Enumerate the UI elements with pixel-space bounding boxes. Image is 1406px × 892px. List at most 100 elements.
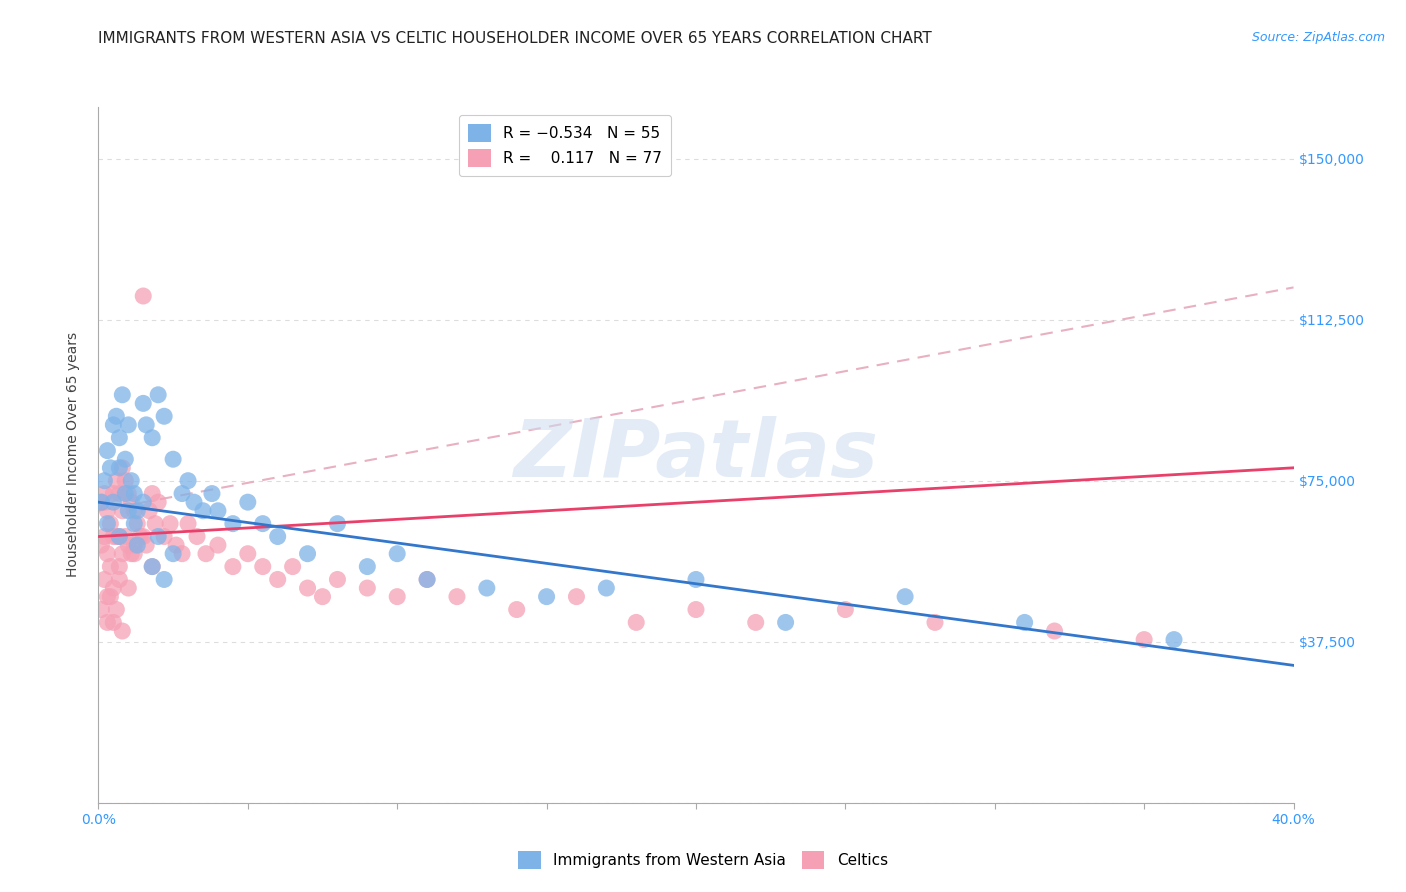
Point	[114, 452, 136, 467]
Point	[98, 460, 122, 475]
Point	[536, 590, 558, 604]
Point	[90, 495, 112, 509]
Point	[114, 486, 136, 500]
Point	[416, 573, 439, 587]
Point	[103, 486, 125, 500]
Point	[281, 559, 304, 574]
Point	[108, 529, 131, 543]
Point	[685, 602, 707, 616]
Point	[685, 573, 707, 587]
Point	[267, 529, 290, 543]
Point	[141, 559, 163, 574]
Point	[148, 388, 170, 402]
Point	[96, 590, 118, 604]
Point	[177, 516, 200, 531]
Point	[132, 396, 155, 410]
Point	[132, 289, 155, 303]
Point	[132, 529, 155, 543]
Point	[127, 516, 149, 531]
Point	[108, 486, 131, 500]
Point	[143, 516, 166, 531]
Point	[117, 581, 139, 595]
Point	[111, 460, 134, 475]
Point	[111, 504, 134, 518]
Text: Source: ZipAtlas.com: Source: ZipAtlas.com	[1251, 31, 1385, 45]
Point	[1014, 615, 1036, 630]
Point	[475, 160, 498, 174]
Point	[311, 590, 333, 604]
Point	[207, 538, 229, 552]
Point	[385, 547, 409, 561]
Point	[201, 486, 224, 500]
Point	[894, 590, 917, 604]
Point	[1043, 624, 1066, 638]
Point	[111, 624, 134, 638]
Point	[326, 516, 349, 531]
Point	[111, 388, 134, 402]
Point	[124, 547, 146, 561]
Point	[326, 573, 349, 587]
Point	[356, 559, 378, 574]
Point	[120, 547, 142, 561]
Text: ZIPatlas: ZIPatlas	[513, 416, 879, 494]
Point	[127, 538, 149, 552]
Point	[177, 474, 200, 488]
Point	[103, 417, 125, 432]
Point	[117, 538, 139, 552]
Point	[162, 452, 184, 467]
Point	[105, 529, 128, 543]
Point	[138, 504, 160, 518]
Point	[385, 590, 409, 604]
Point	[416, 573, 439, 587]
Point	[114, 529, 136, 543]
Point	[626, 615, 648, 630]
Point	[924, 615, 946, 630]
Point	[162, 547, 184, 561]
Point	[103, 615, 125, 630]
Point	[172, 547, 194, 561]
Point	[595, 581, 617, 595]
Point	[195, 547, 218, 561]
Point	[98, 516, 122, 531]
Point	[108, 431, 131, 445]
Point	[90, 538, 112, 552]
Point	[96, 516, 118, 531]
Point	[127, 504, 149, 518]
Point	[93, 486, 115, 500]
Point	[148, 529, 170, 543]
Point	[191, 504, 214, 518]
Y-axis label: Householder Income Over 65 years: Householder Income Over 65 years	[66, 333, 80, 577]
Point	[120, 495, 142, 509]
Point	[96, 615, 118, 630]
Point	[153, 409, 176, 424]
Point	[356, 581, 378, 595]
Point	[186, 529, 208, 543]
Point	[1133, 632, 1156, 647]
Point	[236, 495, 259, 509]
Point	[114, 474, 136, 488]
Point	[93, 573, 115, 587]
Point	[117, 417, 139, 432]
Point	[141, 559, 163, 574]
Point	[159, 516, 181, 531]
Point	[129, 529, 152, 543]
Point	[108, 559, 131, 574]
Point	[267, 573, 290, 587]
Point	[565, 590, 588, 604]
Point	[103, 581, 125, 595]
Point	[252, 559, 274, 574]
Point	[172, 486, 194, 500]
Point	[745, 615, 768, 630]
Point	[141, 486, 163, 500]
Point	[148, 495, 170, 509]
Point	[124, 504, 146, 518]
Point	[135, 417, 157, 432]
Point	[506, 602, 529, 616]
Point	[98, 559, 122, 574]
Text: IMMIGRANTS FROM WESTERN ASIA VS CELTIC HOUSEHOLDER INCOME OVER 65 YEARS CORRELAT: IMMIGRANTS FROM WESTERN ASIA VS CELTIC H…	[98, 31, 932, 46]
Point	[98, 590, 122, 604]
Point	[183, 495, 205, 509]
Point	[103, 495, 125, 509]
Point	[105, 602, 128, 616]
Point	[103, 529, 125, 543]
